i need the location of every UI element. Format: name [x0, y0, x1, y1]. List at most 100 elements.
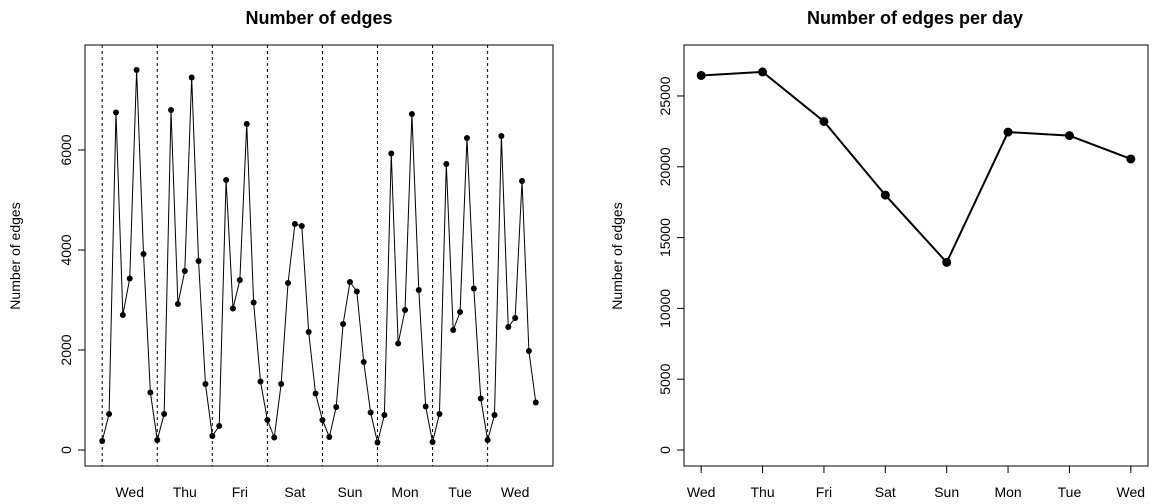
y-axis-label: Number of edges — [7, 202, 23, 309]
data-point — [484, 437, 491, 443]
x-tick-label: Wed — [1117, 484, 1146, 500]
data-point — [457, 309, 464, 315]
plot-box — [683, 44, 1149, 467]
data-point — [140, 251, 147, 257]
data-point — [243, 121, 250, 127]
y-tick-label: 6000 — [58, 134, 74, 165]
data-point — [168, 107, 175, 113]
y-tick-label: 2000 — [58, 334, 74, 365]
y-tick-label: 20000 — [657, 147, 673, 186]
x-tick-label: Mon — [391, 484, 418, 500]
x-tick-label: Fri — [816, 484, 832, 500]
series-line — [701, 70, 1132, 265]
data-point — [236, 277, 243, 283]
data-point — [819, 116, 829, 126]
x-tick-label: Wed — [687, 484, 716, 500]
x-tick-label: Thu — [173, 484, 197, 500]
x-tick-label: Wed — [115, 484, 144, 500]
data-point — [202, 381, 209, 387]
data-point — [1126, 154, 1136, 164]
x-tick-label: Sun — [934, 484, 959, 500]
data-point — [463, 135, 470, 141]
data-point — [374, 439, 381, 446]
data-point — [264, 417, 271, 423]
data-point — [525, 348, 532, 354]
chart-title: Number of edges per day — [807, 8, 1023, 28]
data-point — [402, 307, 409, 313]
data-point — [532, 399, 539, 406]
data-point — [436, 411, 443, 417]
data-point — [119, 312, 126, 318]
data-point — [147, 389, 154, 396]
data-point — [271, 434, 278, 441]
data-point — [408, 111, 415, 117]
data-point — [367, 409, 374, 416]
data-point — [346, 279, 353, 285]
data-point — [223, 177, 230, 183]
data-point — [388, 150, 395, 157]
data-point — [1003, 127, 1013, 137]
data-point — [758, 67, 768, 77]
y-tick-label: 0 — [657, 446, 673, 454]
data-point — [498, 133, 505, 139]
data-point — [450, 327, 457, 333]
data-point — [1064, 131, 1074, 141]
x-tick-label: Tue — [448, 484, 472, 500]
data-point — [106, 411, 113, 417]
data-point — [512, 315, 519, 321]
y-tick-label: 15000 — [657, 218, 673, 257]
data-point — [312, 390, 319, 397]
data-point — [250, 299, 257, 306]
data-point — [291, 221, 298, 227]
x-tick-label: Sat — [284, 484, 305, 500]
data-point — [298, 223, 305, 229]
data-point — [99, 438, 106, 444]
data-point — [353, 288, 360, 295]
x-tick-label: Wed — [501, 484, 530, 500]
data-point — [161, 411, 168, 417]
data-point — [696, 70, 706, 80]
data-point — [174, 301, 181, 307]
data-point — [229, 305, 236, 312]
data-point — [340, 321, 347, 327]
data-point — [195, 258, 202, 264]
y-tick-label: 25000 — [657, 76, 673, 115]
y-tick-label: 4000 — [58, 234, 74, 265]
y-axis-label: Number of edges — [609, 202, 625, 309]
data-point — [477, 395, 484, 402]
data-point — [181, 268, 188, 274]
series-line — [101, 69, 537, 443]
x-tick-label: Sun — [338, 484, 363, 500]
data-point — [133, 67, 140, 73]
data-point — [319, 417, 326, 423]
data-point — [278, 381, 285, 387]
x-tick-label: Sat — [875, 484, 896, 500]
data-point — [360, 359, 367, 365]
data-point — [188, 74, 195, 81]
x-tick-label: Thu — [750, 484, 774, 500]
data-point — [112, 109, 119, 116]
data-point — [381, 412, 388, 418]
chart-title: Number of edges — [245, 8, 392, 28]
data-point — [395, 340, 402, 347]
data-point — [491, 412, 498, 418]
data-point — [415, 287, 422, 293]
y-tick-label: 5000 — [657, 363, 673, 394]
x-tick-label: Tue — [1058, 484, 1082, 500]
data-point — [126, 275, 133, 282]
data-point — [880, 190, 890, 200]
data-point — [470, 285, 477, 292]
data-point — [305, 329, 312, 335]
x-tick-label: Fri — [232, 484, 248, 500]
data-point — [216, 423, 223, 429]
data-point — [333, 404, 340, 410]
y-tick-label: 10000 — [657, 289, 673, 328]
data-point — [209, 433, 216, 439]
data-point — [257, 378, 264, 385]
data-point — [505, 324, 512, 330]
data-point — [422, 403, 429, 410]
data-point — [285, 280, 292, 286]
plot-box — [84, 44, 554, 467]
